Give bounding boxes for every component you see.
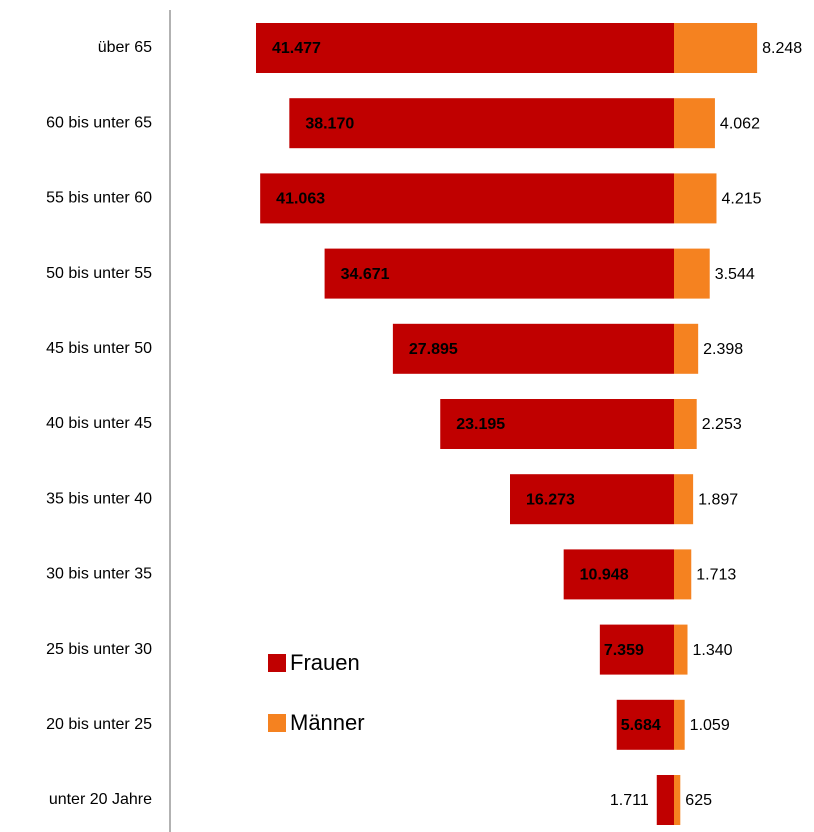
bar	[674, 173, 717, 224]
category-label: 50 bis unter 55	[46, 265, 152, 282]
bar	[260, 173, 674, 224]
category-label: 60 bis unter 65	[46, 114, 152, 131]
bar	[289, 98, 674, 149]
bar	[392, 323, 674, 374]
category-label: über 65	[98, 39, 152, 56]
category-label: 20 bis unter 25	[46, 716, 152, 733]
bar	[674, 474, 694, 525]
bar	[563, 549, 674, 600]
data-label: 1.059	[690, 717, 730, 734]
category-label: 35 bis unter 40	[46, 490, 152, 507]
bar	[674, 775, 681, 825]
bar	[674, 549, 692, 600]
category-label: 25 bis unter 30	[46, 641, 152, 658]
bar	[256, 23, 674, 73]
category-label: 40 bis unter 45	[46, 415, 152, 432]
data-label: 4.062	[720, 115, 760, 132]
data-label: 41.477	[272, 40, 321, 57]
bar	[510, 474, 674, 525]
data-label: 1.713	[696, 567, 736, 584]
data-label: 10.948	[580, 567, 629, 584]
data-label: 5.684	[621, 717, 661, 734]
category-label: 55 bis unter 60	[46, 190, 152, 207]
data-label: 2.253	[702, 416, 742, 433]
bar	[656, 775, 674, 825]
data-label: 625	[685, 792, 712, 809]
bar	[616, 699, 674, 750]
legend-label: Frauen	[290, 650, 360, 675]
legend-label: Männer	[290, 710, 365, 735]
data-label: 1.711	[610, 792, 649, 809]
bar	[674, 699, 685, 750]
bar	[674, 624, 688, 675]
data-label: 16.273	[526, 491, 575, 508]
bar	[674, 98, 715, 149]
bar	[440, 399, 674, 449]
data-label: 27.895	[409, 341, 458, 358]
bar	[674, 23, 758, 73]
data-label: 8.248	[762, 40, 802, 57]
data-label: 7.359	[604, 642, 644, 659]
bar	[674, 248, 710, 299]
data-label: 3.544	[715, 266, 755, 283]
data-label: 1.897	[698, 491, 738, 508]
category-label: 30 bis unter 35	[46, 566, 152, 583]
bar	[324, 248, 674, 299]
data-label: 41.063	[276, 191, 325, 208]
data-label: 1.340	[693, 642, 733, 659]
data-label: 23.195	[456, 416, 505, 433]
legend-swatch	[268, 654, 286, 672]
data-label: 38.170	[305, 115, 354, 132]
category-label: unter 20 Jahre	[49, 791, 152, 808]
bar	[674, 323, 699, 374]
bar	[674, 399, 697, 449]
data-label: 4.215	[721, 191, 761, 208]
legend-swatch	[268, 714, 286, 732]
category-label: 45 bis unter 50	[46, 340, 152, 357]
data-label: 34.671	[341, 266, 390, 283]
bar	[599, 624, 674, 675]
data-label: 2.398	[703, 341, 743, 358]
